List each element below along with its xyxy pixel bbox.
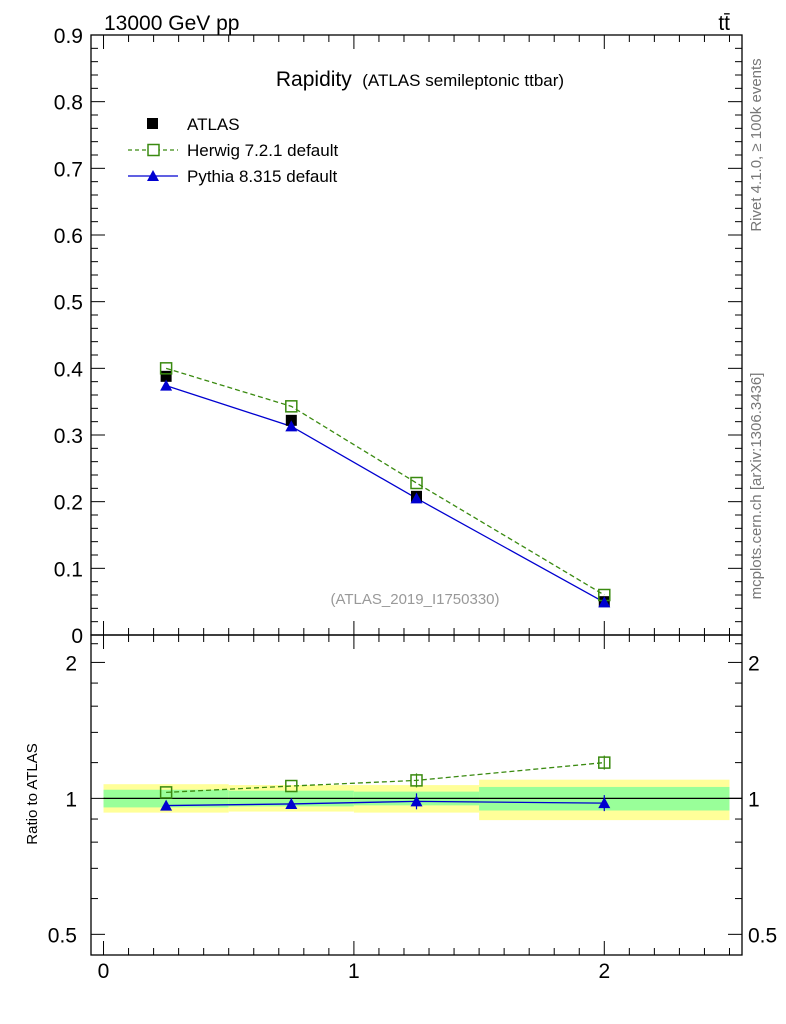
ratio-plot-frame: [90, 634, 743, 956]
plot-layer: 0 0.1 0.2 0.3 0.4 0.5 0.6 0.7 0.8 0.9 0 1 2 0.5 0.5 1 1 2…: [48, 25, 777, 983]
ratio-ytick-label: 1: [65, 788, 77, 811]
analysis-watermark: (ATLAS_2019_I1750330): [330, 591, 499, 608]
main-ytick-label: 0.1: [54, 558, 83, 581]
ratio-ytick-label: 0.5: [48, 924, 77, 947]
atlas-point: [160, 370, 172, 382]
legend-atlas-label: ATLAS: [187, 115, 240, 134]
pythia-point: [598, 596, 611, 608]
main-ytick-label: 0.2: [54, 492, 83, 515]
ratio-pythia-point: [285, 797, 298, 809]
ratio-herwig-point: [159, 786, 173, 799]
herwig-line: [165, 367, 605, 596]
ratio-herwig-line: [166, 761, 605, 794]
rivet-label: Rivet 4.1.0, ≥ 100k events: [748, 58, 765, 231]
header-right: tt̄: [718, 12, 730, 35]
legend-pythia-marker: [147, 170, 159, 181]
ratio-ytick-label-right: 1: [748, 788, 760, 811]
ratio-pythia-point: [160, 799, 173, 811]
main-ytick-label: 0.7: [54, 158, 83, 181]
pythia-point: [285, 420, 298, 432]
ratio-pythia-point: [598, 797, 611, 809]
main-ytick-label: 0.5: [54, 292, 83, 315]
pythia-line: [165, 385, 605, 603]
plot-title: Rapidity (ATLAS semileptonic ttbar): [276, 68, 564, 91]
herwig-point: [410, 476, 423, 490]
ratio-ytick-label-right: 0.5: [748, 924, 777, 947]
legend-herwig-marker: [147, 143, 160, 157]
plot-title-main: Rapidity: [276, 68, 352, 91]
ratio-pythia-line: [166, 800, 605, 807]
ratio-xtick-label: 1: [348, 960, 360, 983]
ratio-herwig-point: [598, 756, 611, 769]
main-ytick-label: 0: [71, 625, 83, 648]
ratio-pythia-point: [410, 795, 423, 807]
pythia-point: [160, 379, 173, 391]
legend-pythia-label: Pythia 8.315 default: [187, 167, 338, 186]
main-ytick-label: 0.4: [54, 358, 84, 381]
legend-herwig-label: Herwig 7.2.1 default: [187, 141, 338, 160]
herwig-point: [285, 400, 298, 413]
herwig-point: [159, 362, 173, 375]
ratio-ylabel: Ratio to ATLAS: [24, 743, 41, 844]
mcplots-label: mcplots.cern.ch [arXiv:1306.3436]: [748, 373, 765, 600]
ratio-xtick-label: 0: [98, 960, 110, 983]
ratio-ytick-label-right: 2: [748, 652, 760, 675]
header-left: 13000 GeV pp: [104, 12, 239, 35]
main-ytick-label: 0.3: [54, 425, 83, 448]
ratio-ytick-label: 2: [65, 652, 77, 675]
plot-title-sub: (ATLAS semileptonic ttbar): [362, 71, 564, 90]
legend-atlas-marker: [147, 118, 158, 129]
ratio-herwig-point: [285, 779, 298, 793]
main-ytick-label: 0.8: [54, 92, 83, 115]
ratio-herwig-point: [410, 774, 423, 787]
ratio-xtick-label: 2: [598, 960, 610, 983]
main-ytick-label: 0.9: [54, 25, 83, 48]
legend: ATLAS Herwig 7.2.1 default Pythia 8.315 …: [128, 115, 338, 186]
pythia-point: [410, 492, 423, 504]
main-ytick-label: 0.6: [54, 225, 83, 248]
